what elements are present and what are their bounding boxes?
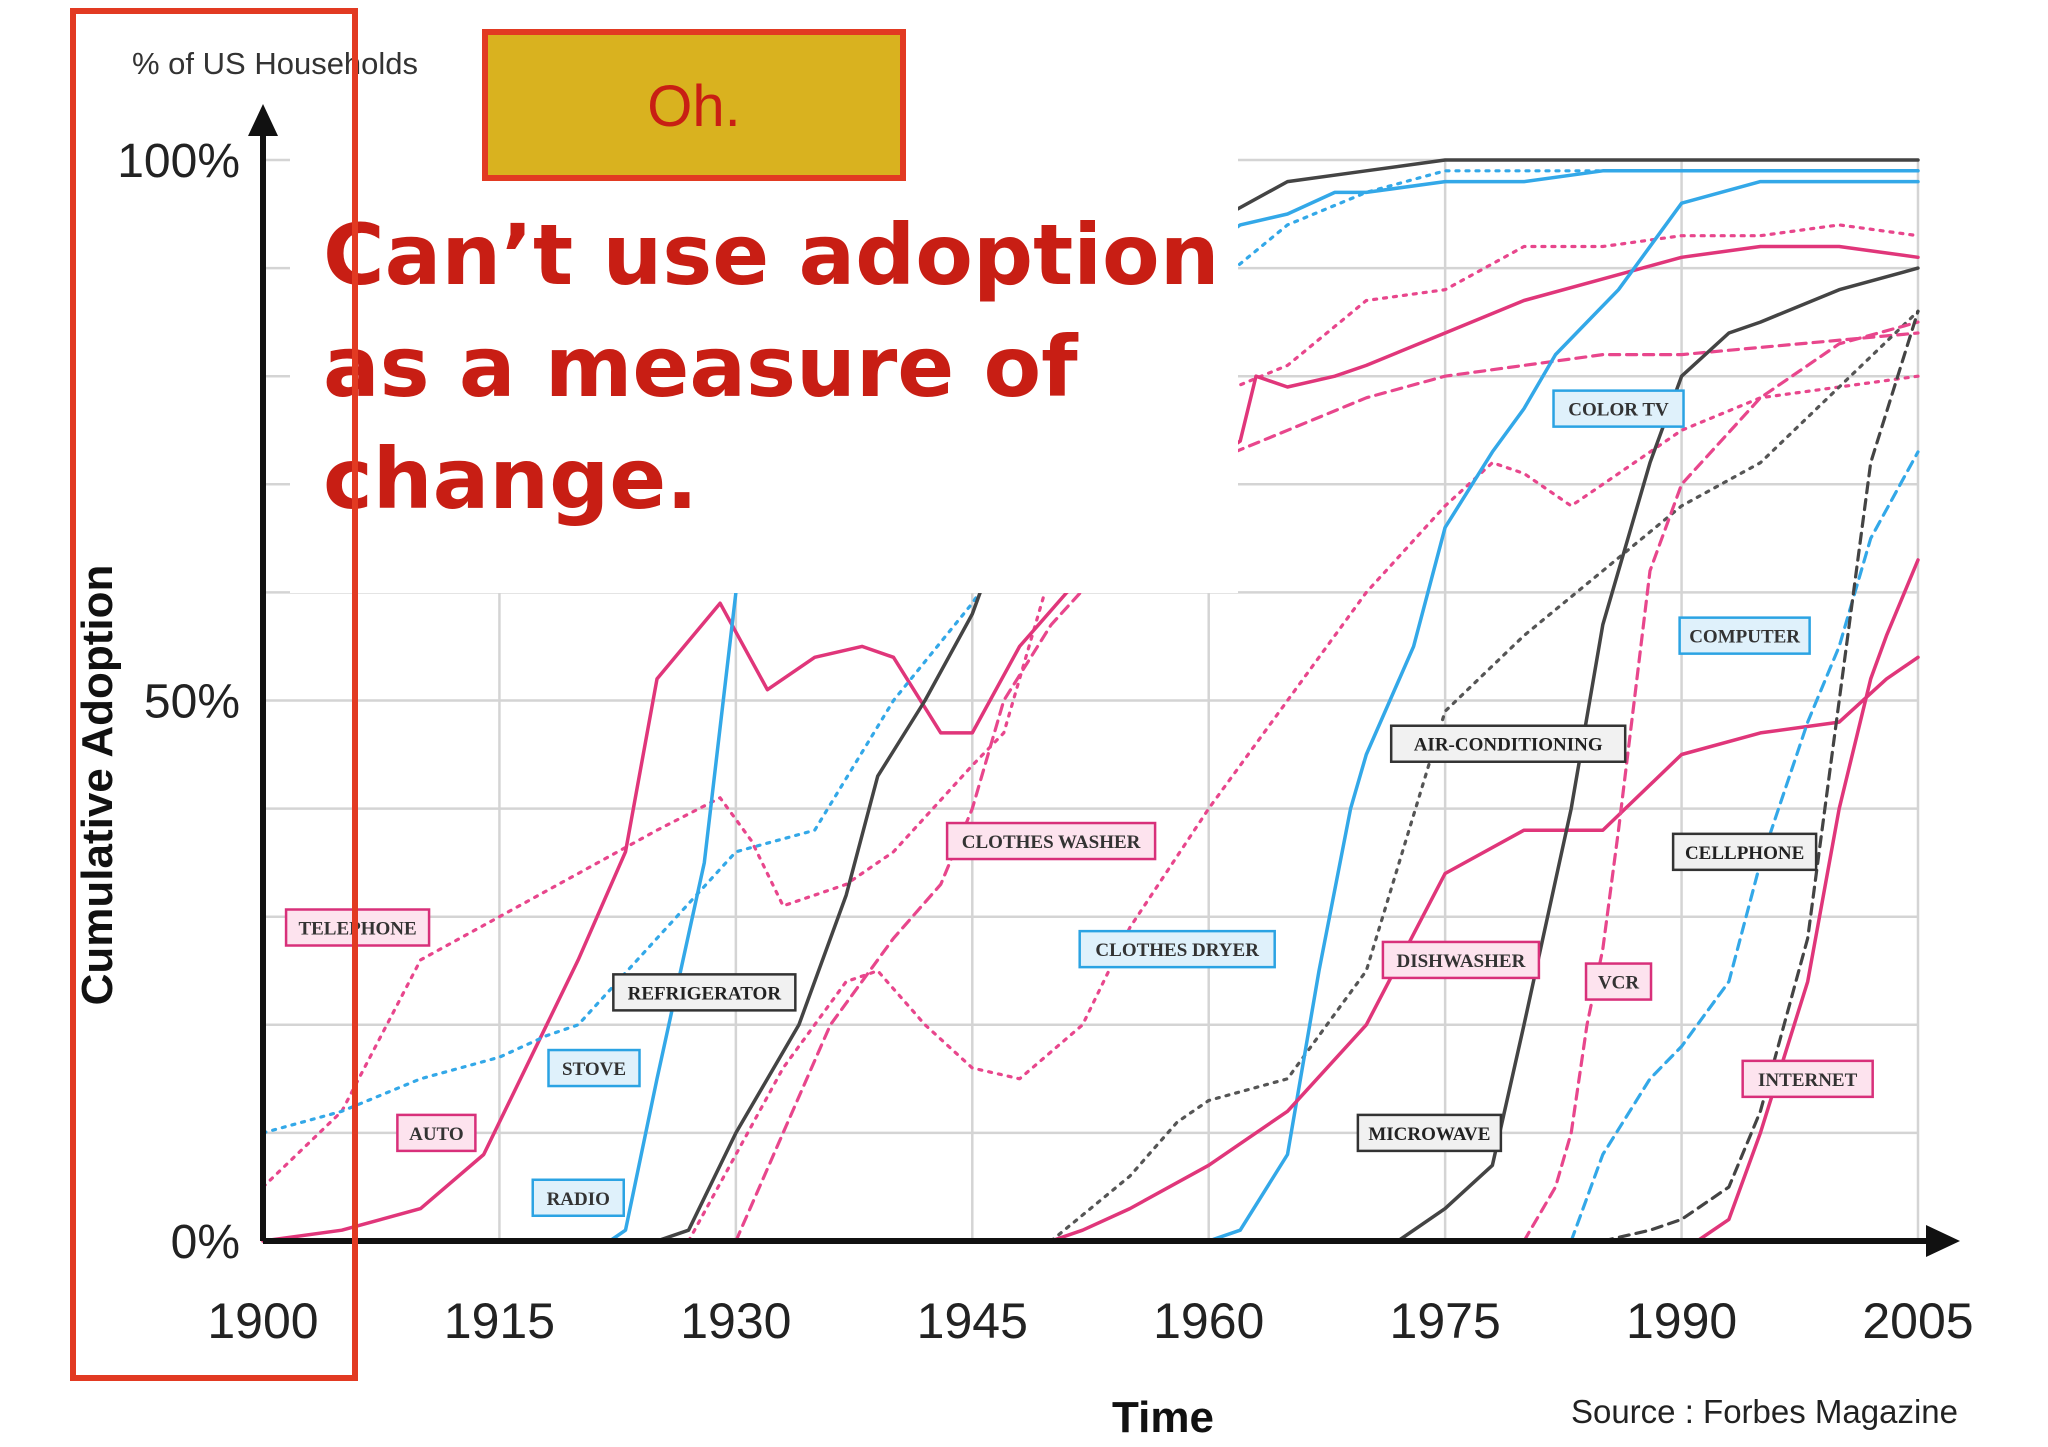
svg-text:INTERNET: INTERNET xyxy=(1758,1070,1858,1091)
series-label-air-conditioning: AIR-CONDITIONING xyxy=(1389,724,1627,763)
series-label-radio: RADIO xyxy=(531,1178,625,1218)
series-label-computer: COMPUTER xyxy=(1678,616,1811,655)
note-panel xyxy=(290,128,1238,593)
y-tick-label: 50% xyxy=(144,676,240,729)
oh-badge-text: Oh. xyxy=(647,74,741,139)
x-tick-label: 1945 xyxy=(917,1293,1028,1349)
series-label-clothes-washer: CLOTHES WASHER xyxy=(945,821,1157,861)
x-tick-label: 1930 xyxy=(680,1293,791,1349)
series-stove-line xyxy=(261,169,1920,1135)
series-label-auto: AUTO xyxy=(396,1113,477,1153)
series-label-color-tv: COLOR TV xyxy=(1552,389,1685,428)
series-label-internet: INTERNET xyxy=(1741,1059,1874,1099)
svg-text:COMPUTER: COMPUTER xyxy=(1689,627,1800,648)
series-auto-line xyxy=(261,244,1920,1243)
oh-badge xyxy=(482,29,906,181)
series-labels: TELEPHONEAUTOSTOVERADIOREFRIGERATORCLOTH… xyxy=(284,389,1874,1218)
axes xyxy=(248,104,1960,1257)
series-microwave-line xyxy=(1396,266,1920,1243)
source-credit: Source : Forbes Magazine xyxy=(1571,1393,1958,1430)
svg-text:CLOTHES WASHER: CLOTHES WASHER xyxy=(962,832,1141,853)
series-air-conditioning-line xyxy=(1049,309,1920,1243)
x-tick-label: 1900 xyxy=(207,1293,318,1349)
series-cellphone-line xyxy=(1601,309,1920,1243)
series-color-tv-line xyxy=(1206,179,1920,1243)
note-line-3: change. xyxy=(323,430,698,528)
svg-text:STOVE: STOVE xyxy=(562,1059,626,1080)
series-label-cellphone: CELLPHONE xyxy=(1671,832,1818,872)
series-label-clothes-dryer: CLOTHES DRYER xyxy=(1078,929,1276,969)
x-tick-label: 1915 xyxy=(444,1293,555,1349)
y-axis-caption: % of US Households xyxy=(132,46,418,81)
x-axis-title: Time xyxy=(1112,1393,1214,1442)
highlight-box xyxy=(70,8,358,1381)
svg-text:AIR-CONDITIONING: AIR-CONDITIONING xyxy=(1414,735,1603,756)
y-axis-arrow-icon xyxy=(248,104,278,136)
series-dishwasher-line xyxy=(1049,655,1920,1243)
series-label-microwave: MICROWAVE xyxy=(1356,1113,1503,1153)
svg-text:CLOTHES DRYER: CLOTHES DRYER xyxy=(1095,940,1259,961)
x-tick-label: 1990 xyxy=(1626,1293,1737,1349)
note-line-1: Can’t use adoption xyxy=(323,206,1220,304)
svg-text:REFRIGERATOR: REFRIGERATOR xyxy=(628,983,782,1004)
x-tick-label: 1975 xyxy=(1390,1293,1501,1349)
series-clothes-dryer-line xyxy=(686,374,1920,1243)
y-axis-title: Cumulative Adoption xyxy=(73,565,122,1006)
svg-text:CELLPHONE: CELLPHONE xyxy=(1685,843,1804,864)
x-tick-label: 2005 xyxy=(1862,1293,1973,1349)
note-line-2: as a measure of xyxy=(323,318,1079,416)
series-label-refrigerator: REFRIGERATOR xyxy=(612,973,797,1012)
svg-text:DISHWASHER: DISHWASHER xyxy=(1396,951,1525,972)
x-tick-label: 1960 xyxy=(1153,1293,1264,1349)
series-telephone-line xyxy=(261,223,1920,1189)
series-vcr-line xyxy=(1522,320,1920,1243)
y-tick-label: 0% xyxy=(171,1216,240,1269)
svg-text:RADIO: RADIO xyxy=(547,1189,610,1210)
series-internet-line xyxy=(1695,558,1920,1243)
x-axis-arrow-icon xyxy=(1926,1225,1960,1257)
svg-text:VCR: VCR xyxy=(1598,973,1639,994)
series-label-dishwasher: DISHWASHER xyxy=(1381,940,1541,980)
svg-text:AUTO: AUTO xyxy=(409,1124,464,1145)
series-label-stove: STOVE xyxy=(547,1048,641,1088)
svg-text:COLOR TV: COLOR TV xyxy=(1568,400,1669,421)
svg-text:MICROWAVE: MICROWAVE xyxy=(1368,1124,1490,1145)
axis-ticks: 1900 1915 1930 1945 1960 1975 1990 2005 0% 50% 100… xyxy=(117,135,1973,1349)
y-tick-label: 100% xyxy=(117,135,240,188)
series-label-vcr: VCR xyxy=(1584,962,1653,1001)
